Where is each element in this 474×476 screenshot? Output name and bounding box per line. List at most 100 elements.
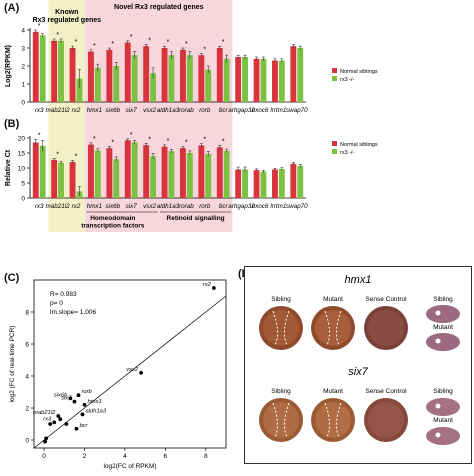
six7-side-sibling	[426, 398, 460, 416]
y-tick-label: 6	[25, 342, 29, 349]
scatter-point	[48, 422, 53, 426]
x-tick-label: bcr	[219, 203, 229, 210]
bar-normal	[290, 163, 297, 198]
bar-mutant	[205, 153, 212, 198]
significance-star: *	[185, 41, 188, 48]
point-label: rx2	[203, 282, 212, 288]
bar-normal	[216, 147, 223, 198]
bar-normal	[124, 42, 131, 102]
x-tick-label: aldh1a3	[157, 203, 180, 210]
x-tick-label: six6b	[105, 107, 120, 114]
rpkm-bar-chart: 0 1 2 3 4 Log2(RPKM) * rx3 * mab21l2 * rx2 * hmx1 * six…	[5, 0, 378, 116]
legend-swatch-mutant	[332, 149, 337, 154]
point-label: rorb	[81, 389, 92, 395]
bar-mutant	[94, 67, 101, 102]
y-tick-label: 2	[25, 406, 29, 413]
scatter-point	[139, 370, 144, 375]
significance-star: *	[222, 39, 225, 46]
significance-star: *	[111, 139, 114, 146]
bar-mutant	[168, 55, 175, 102]
x-tick-label: swap70	[286, 107, 308, 114]
bar-mutant	[58, 40, 64, 102]
col-label-sense-2: Sense Control	[365, 388, 407, 395]
bar-normal	[69, 48, 76, 102]
significance-star: *	[148, 37, 151, 44]
group-label-homeodomain: transcription factors	[81, 223, 145, 230]
scatter-point	[56, 414, 61, 418]
x-tick-label: lrrtm1	[270, 107, 286, 114]
significance-star: *	[38, 133, 41, 140]
stat-text: R= 0.983	[50, 291, 77, 298]
bar-normal	[198, 145, 205, 198]
scatter-point	[44, 436, 49, 441]
stat-text: p= 0	[50, 300, 63, 307]
bar-normal	[161, 146, 168, 198]
x-tick-label: lrrtm1	[270, 203, 286, 210]
x-tick-label: aldh1a3	[157, 107, 180, 114]
bar-mutant	[150, 73, 156, 102]
y-tick-label: 3	[21, 46, 25, 53]
bar-normal	[290, 46, 297, 102]
known-genes-title: Rx3 regulated genes	[33, 17, 102, 24]
fold-change-scatter: 0 2 4 6 8 0 2 4 6 8 log2(FC of RPKM) log2 (FC of re…	[9, 279, 227, 470]
scatter-point	[58, 417, 63, 422]
significance-star: *	[167, 39, 170, 46]
bar-mutant	[58, 162, 64, 198]
bar-mutant	[131, 142, 138, 198]
hmx1-sibling-embryo	[259, 306, 303, 350]
significance-star: *	[222, 139, 225, 146]
x-tick-label: 2	[83, 453, 87, 460]
point-label: rx3	[43, 416, 52, 422]
x-tick-label: hmx1	[87, 203, 102, 210]
col-label-sibling-2: Sibling	[271, 388, 291, 395]
side-label-mutant-2: Mutant	[433, 417, 453, 424]
legend-swatch-normal	[332, 68, 337, 73]
bar-mutant	[39, 35, 46, 102]
legend-swatch-mutant	[332, 76, 337, 81]
point-label: hmx1	[88, 399, 102, 405]
stat-text: lm.slope= 1.006	[50, 309, 96, 316]
significance-star: *	[203, 137, 206, 144]
bar-mutant	[76, 78, 83, 102]
bar-mutant	[39, 145, 46, 198]
x-tick-label: 8	[204, 453, 208, 460]
x-tick-label: 4	[123, 453, 127, 460]
gene2-title: six7	[348, 366, 368, 378]
scatter-point	[43, 439, 48, 444]
x-tick-label: six7	[126, 203, 138, 210]
x-axis-label: log2(FC of RPKM)	[103, 463, 156, 470]
bar-normal	[143, 145, 150, 198]
known-genes-title: Known	[55, 9, 78, 16]
y-tick-label: 1	[21, 82, 25, 89]
side-label-sibling-2: Sibling	[433, 388, 453, 395]
bar-mutant	[186, 153, 193, 198]
bar-mutant	[278, 168, 285, 198]
significance-star: *	[75, 154, 78, 161]
x-tick-label: vsx2	[143, 107, 156, 114]
legend-swatch-normal	[332, 141, 337, 146]
bar-normal	[272, 60, 278, 102]
significance-star: *	[130, 34, 133, 41]
col-label-mutant-2: Mutant	[323, 388, 343, 395]
significance-star: *	[56, 32, 59, 39]
x-tick-label: exoc6	[252, 203, 269, 210]
col-label-sibling-1: Sibling	[271, 296, 291, 303]
hmx1-side-mutant	[426, 333, 460, 351]
legend-label-mutant: rx3 -/-	[340, 150, 355, 156]
point-label: mab21l2	[33, 410, 56, 416]
bar-mutant	[168, 151, 175, 198]
in-situ-images: hmx1 Sibling Mutant Sense Control Siblin…	[259, 274, 460, 445]
hmx1-mutant-embryo	[311, 306, 355, 350]
y-tick-label: 0	[21, 196, 25, 203]
y-tick-label: 20	[18, 136, 26, 143]
bar-normal	[51, 159, 58, 198]
significance-star: *	[38, 23, 41, 30]
y-axis-label: Log2(RPKM)	[5, 45, 12, 87]
y-axis-label: Relative Ct	[5, 149, 12, 186]
x-tick-label: arhgap32	[228, 107, 255, 114]
legend-label-normal: Normal siblings	[340, 142, 378, 148]
x-tick-label: six6b	[105, 203, 120, 210]
bar-mutant	[242, 169, 248, 198]
relative-ct-bar-chart: 0 5 10 15 20 Relative Ct * rx3 * mab21l2 * rx2 * hmx1…	[5, 116, 378, 232]
bar-normal	[106, 148, 113, 198]
